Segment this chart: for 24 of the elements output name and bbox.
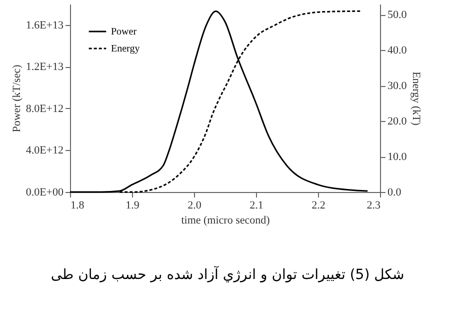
legend-label: Energy [111,44,140,54]
x-tick-label: 2.0 [188,200,202,212]
x-tick-label: 2.1 [250,200,264,212]
x-axis-title: time (micro second) [181,214,270,226]
x-tick-label: 1.8 [70,200,85,212]
y2-tick-label: 0.0 [388,186,402,198]
y2-tick-label: 40.0 [388,44,408,57]
y-tick-label: 1.2E+13 [26,61,64,74]
y-tick-label: 4.0E+12 [26,144,64,157]
y2-axis-title: Energy (kT) [410,72,422,126]
y-tick-label: 1.6E+13 [26,19,64,32]
line-series [69,10,368,193]
y2-tick-label: 10.0 [388,151,408,164]
text: شکل (5) تغييرات توان و انرژي آزاد شده بر حسب زمان طی [50,267,406,283]
y2-tick-label: 50.0 [388,9,408,22]
x-tick-label: 2.3 [366,200,381,212]
y-tick-label: 8.0E+12 [26,102,64,115]
y-axis-title: Power (kT/sec) [10,64,23,132]
x-tick-label: 2.2 [312,200,326,212]
legend-label: Power [111,26,138,38]
y2-tick-label: 30.0 [388,80,408,92]
y-tick-label: 0.0E+00 [26,186,64,198]
y2-tick-label: 20.0 [388,116,408,128]
x-tick-label: 1.9 [126,200,140,212]
